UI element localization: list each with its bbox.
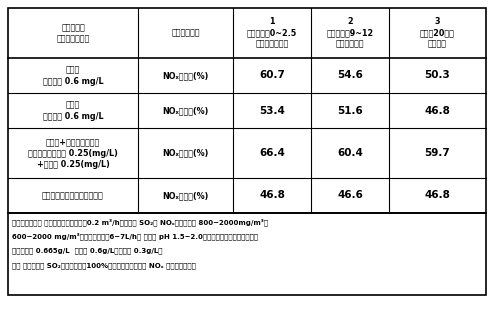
Text: 46.8: 46.8 <box>425 106 450 116</box>
Text: 600~2000 mg/m³，循环液流量为6~7L/h， 循环液 pH 1.5~2.0，使用的微生物营养液配方为: 600~2000 mg/m³，循环液流量为6~7L/h， 循环液 pH 1.5~… <box>12 233 258 240</box>
Text: 3
（实验20天的
平均值）: 3 （实验20天的 平均值） <box>420 17 455 49</box>
Text: 1
（实验初期0~2.5
小时的平均值）: 1 （实验初期0~2.5 小时的平均值） <box>247 17 297 49</box>
Text: 磳酸氢二锇 0.665g/L  硫酸锇 0.6g/L、乙醒钗 0.3g/L。: 磳酸氢二锇 0.665g/L 硫酸锇 0.6g/L、乙醒钗 0.3g/L。 <box>12 248 162 254</box>
Text: 59.7: 59.7 <box>425 148 450 158</box>
Text: 实验检测指标: 实验检测指标 <box>171 28 200 38</box>
Text: 磳酸锇
添加浓度 0.6 mg/L: 磳酸锇 添加浓度 0.6 mg/L <box>43 65 103 85</box>
Text: 2
（实验中期9~12
天的平均值）: 2 （实验中期9~12 天的平均值） <box>326 17 374 49</box>
Text: 实验操作条件： 常温常压，气体流量为0.2 m³/h，烟气中 SO₂和 NOₓ浓度分别为 800~2000mg/m³、: 实验操作条件： 常温常压，气体流量为0.2 m³/h，烟气中 SO₂和 NOₓ浓… <box>12 218 268 226</box>
Text: 51.6: 51.6 <box>337 106 363 116</box>
Text: NOₓ脱除率(%): NOₓ脱除率(%) <box>162 191 209 200</box>
Text: 天外添加稀土强化剂（对照）: 天外添加稀土强化剂（对照） <box>42 191 104 200</box>
Text: 53.4: 53.4 <box>259 106 285 116</box>
Text: 硫酸锇
添加浓度 0.6 mg/L: 硫酸锇 添加浓度 0.6 mg/L <box>43 100 103 120</box>
Text: 54.6: 54.6 <box>337 71 363 81</box>
Text: 60.7: 60.7 <box>259 71 285 81</box>
Text: 稀土强化剂
成分及添加比例: 稀土强化剂 成分及添加比例 <box>56 23 90 43</box>
Text: 46.8: 46.8 <box>259 190 285 201</box>
Text: 46.8: 46.8 <box>425 190 450 201</box>
Text: 46.6: 46.6 <box>337 190 363 201</box>
Text: 50.3: 50.3 <box>425 71 450 81</box>
Text: NOₓ脱除率(%): NOₓ脱除率(%) <box>162 148 209 157</box>
Bar <box>8 213 486 295</box>
Text: NOₓ脱除率(%): NOₓ脱除率(%) <box>162 71 209 80</box>
Text: 磳酸锇+硫酸锇的混合物
添加浓度：磳酸锇 0.25(mg/L)
+硫酸锇 0.25(mg/L): 磳酸锇+硫酸锇的混合物 添加浓度：磳酸锇 0.25(mg/L) +硫酸锇 0.2… <box>28 137 118 169</box>
Bar <box>8 8 486 213</box>
Text: NOₓ脱除率(%): NOₓ脱除率(%) <box>162 106 209 115</box>
Text: 66.4: 66.4 <box>259 148 285 158</box>
Text: 60.4: 60.4 <box>337 148 363 158</box>
Text: 注： 实验期间， SO₂的脱除率均为100%，故此实验主要考察 NOₓ 的脱除率情况。: 注： 实验期间， SO₂的脱除率均为100%，故此实验主要考察 NOₓ 的脱除率… <box>12 262 196 269</box>
